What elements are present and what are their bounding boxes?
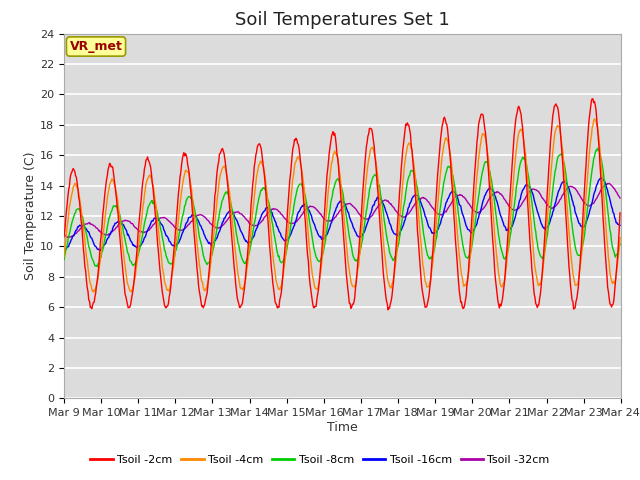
Tsoil -4cm: [214, 191, 221, 196]
Text: VR_met: VR_met: [70, 40, 122, 53]
Title: Soil Temperatures Set 1: Soil Temperatures Set 1: [235, 11, 450, 29]
Tsoil -32cm: [128, 221, 136, 227]
Tsoil -32cm: [616, 195, 624, 201]
Tsoil -4cm: [60, 254, 68, 260]
Tsoil -32cm: [214, 226, 221, 231]
Tsoil -16cm: [616, 222, 624, 228]
Tsoil -8cm: [616, 241, 624, 247]
Tsoil -8cm: [70, 213, 78, 219]
Tsoil -2cm: [70, 167, 78, 173]
Tsoil -8cm: [214, 218, 221, 224]
Tsoil -4cm: [90, 289, 97, 295]
Tsoil -2cm: [384, 307, 392, 312]
Tsoil -2cm: [410, 178, 418, 183]
Tsoil -2cm: [616, 210, 624, 216]
Tsoil -8cm: [410, 172, 418, 178]
Tsoil -8cm: [594, 145, 602, 151]
Tsoil -32cm: [71, 231, 79, 237]
Tsoil -8cm: [185, 194, 193, 200]
Tsoil -4cm: [128, 287, 136, 293]
Tsoil -16cm: [60, 247, 68, 253]
Tsoil -32cm: [60, 231, 68, 237]
Line: Tsoil -2cm: Tsoil -2cm: [64, 99, 620, 310]
Tsoil -4cm: [410, 166, 418, 172]
Tsoil -2cm: [213, 168, 221, 174]
X-axis label: Time: Time: [327, 421, 358, 434]
Tsoil -2cm: [127, 297, 135, 303]
Tsoil -32cm: [63, 235, 71, 240]
Tsoil -16cm: [185, 215, 193, 221]
Tsoil -32cm: [410, 203, 418, 208]
Tsoil -4cm: [591, 116, 598, 122]
Tsoil -16cm: [70, 233, 78, 239]
Line: Tsoil -16cm: Tsoil -16cm: [64, 178, 620, 251]
Tsoil -16cm: [214, 232, 221, 238]
Line: Tsoil -4cm: Tsoil -4cm: [64, 119, 620, 292]
Tsoil -2cm: [60, 234, 68, 240]
Tsoil -8cm: [93, 264, 101, 269]
Tsoil -4cm: [427, 277, 435, 283]
Tsoil -32cm: [185, 221, 193, 227]
Y-axis label: Soil Temperature (C): Soil Temperature (C): [24, 152, 37, 280]
Tsoil -32cm: [427, 202, 435, 208]
Tsoil -4cm: [70, 183, 78, 189]
Tsoil -2cm: [588, 96, 596, 102]
Tsoil -8cm: [128, 261, 136, 267]
Tsoil -16cm: [410, 192, 418, 198]
Line: Tsoil -8cm: Tsoil -8cm: [64, 148, 620, 266]
Tsoil -32cm: [605, 180, 613, 186]
Tsoil -4cm: [185, 170, 193, 176]
Tsoil -16cm: [128, 240, 136, 246]
Tsoil -4cm: [616, 235, 624, 240]
Tsoil -16cm: [96, 248, 104, 253]
Tsoil -8cm: [60, 257, 68, 263]
Tsoil -16cm: [597, 175, 605, 180]
Legend: Tsoil -2cm, Tsoil -4cm, Tsoil -8cm, Tsoil -16cm, Tsoil -32cm: Tsoil -2cm, Tsoil -4cm, Tsoil -8cm, Tsoi…: [86, 451, 554, 469]
Tsoil -2cm: [427, 278, 435, 284]
Tsoil -2cm: [184, 162, 191, 168]
Line: Tsoil -32cm: Tsoil -32cm: [64, 183, 620, 238]
Tsoil -8cm: [427, 254, 435, 260]
Tsoil -16cm: [427, 227, 435, 232]
